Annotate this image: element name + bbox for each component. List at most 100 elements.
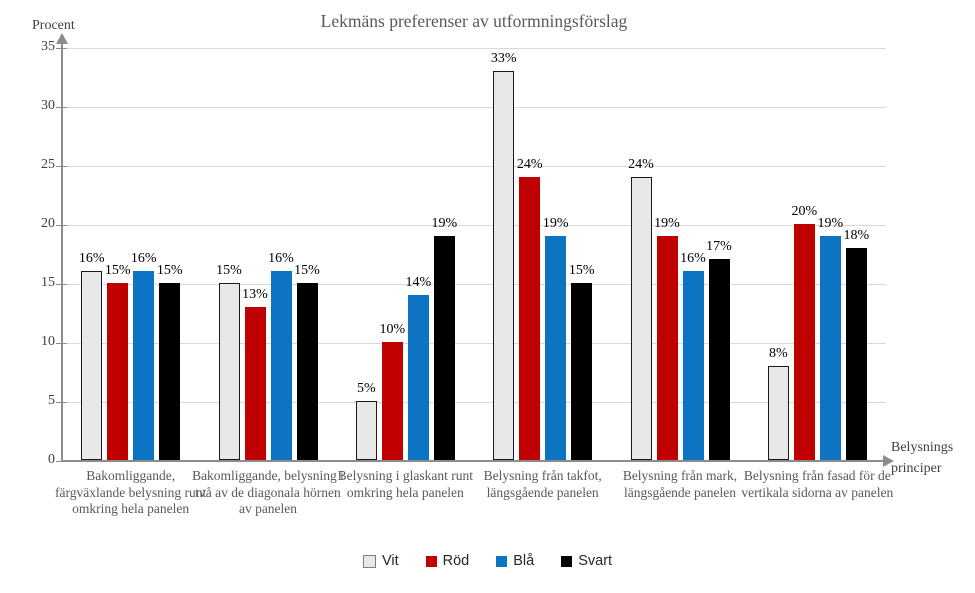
- bar-value-label-vit-6: 8%: [768, 345, 788, 361]
- bar-value-label-röd-5: 19%: [654, 215, 680, 231]
- legend-label-svart: Svart: [578, 553, 613, 569]
- bar-vit-6: [767, 365, 789, 460]
- bar-svart-4: [571, 283, 593, 460]
- bar-value-label-vit-5: 24%: [628, 156, 654, 172]
- bar-value-label-svart-5: 17%: [706, 239, 732, 255]
- gridline-5: [62, 401, 886, 403]
- y-tick-label-5: 5: [48, 393, 55, 408]
- y-axis-line: [61, 40, 63, 461]
- y-tick-mark-0: [56, 460, 67, 462]
- bar-blå-6: [819, 235, 841, 460]
- legend-item-svart: Svart: [561, 553, 612, 569]
- category-label-2: Bakomliggande, belysning i två av de dia…: [192, 468, 344, 516]
- y-axis-arrow-icon: [56, 33, 68, 44]
- bar-value-label-blå-6: 19%: [817, 215, 844, 231]
- chart-title: Lekmäns preferenser av utformningsförsla…: [320, 11, 628, 31]
- legend-item-vit: Vit: [362, 553, 399, 569]
- x-axis-title: Belysnings principer: [891, 437, 953, 479]
- bar-vit-5: [630, 176, 652, 460]
- bar-blå-4: [545, 235, 567, 460]
- y-tick-label-10: 10: [41, 334, 55, 349]
- y-tick-mark-30: [56, 106, 67, 108]
- bar-value-label-svart-2: 15%: [294, 263, 320, 278]
- bar-value-label-röd-1: 15%: [104, 263, 131, 278]
- bar-value-label-vit-1: 16%: [78, 251, 105, 267]
- legend-label-röd: Röd: [442, 553, 470, 569]
- y-tick-label-30: 30: [41, 98, 55, 113]
- x-axis-line: [61, 460, 885, 462]
- bar-value-label-vit-4: 33%: [490, 50, 517, 66]
- gridline-35: [62, 47, 886, 49]
- bar-value-label-blå-3: 14%: [405, 274, 432, 290]
- bar-vit-1: [81, 271, 103, 460]
- legend-item-röd: Röd: [425, 553, 470, 569]
- bar-vit-2: [218, 283, 240, 460]
- bar-svart-2: [296, 283, 318, 460]
- bar-value-label-vit-3: 5%: [356, 381, 376, 396]
- y-axis-title: Procent: [32, 18, 75, 33]
- bar-value-label-röd-4: 24%: [516, 156, 543, 172]
- bar-blå-2: [270, 271, 292, 460]
- bar-röd-5: [656, 235, 678, 460]
- bar-blå-3: [407, 294, 429, 460]
- bar-svart-5: [708, 259, 730, 460]
- bar-value-label-svart-1: 15%: [156, 263, 183, 278]
- bar-röd-2: [244, 306, 266, 460]
- gridline-10: [62, 342, 886, 344]
- category-label-3: Belysning i glaskant runt omkring hela p…: [337, 468, 474, 500]
- bar-vit-4: [493, 70, 515, 460]
- y-tick-mark-20: [56, 224, 67, 226]
- legend-swatch-blå-icon: [496, 555, 508, 567]
- bar-röd-1: [107, 283, 129, 460]
- y-tick-mark-35: [56, 47, 67, 49]
- bar-value-label-blå-4: 19%: [542, 215, 569, 231]
- bar-value-label-vit-2: 15%: [216, 263, 242, 278]
- legend-swatch-svart-icon: [561, 555, 573, 567]
- bar-röd-3: [381, 342, 403, 460]
- bar-blå-5: [682, 271, 704, 460]
- y-tick-label-15: 15: [41, 275, 55, 290]
- y-tick-mark-25: [56, 165, 67, 167]
- y-tick-label-25: 25: [41, 157, 55, 172]
- category-label-1: Bakomliggande, färgväxlande belysning ru…: [55, 468, 207, 516]
- bar-svart-1: [159, 283, 181, 460]
- category-label-4: Belysning från takfot, längsgående panel…: [483, 468, 602, 500]
- bar-svart-6: [845, 247, 867, 460]
- bar-value-label-röd-6: 20%: [791, 204, 818, 219]
- legend-swatch-vit-icon: [362, 554, 376, 568]
- legend-label-vit: Vit: [381, 553, 399, 569]
- bar-value-label-svart-6: 18%: [843, 227, 870, 243]
- y-tick-mark-5: [56, 401, 67, 403]
- x-axis-arrow-icon: [883, 455, 894, 467]
- legend-item-blå: Blå: [496, 553, 534, 569]
- bar-value-label-blå-2: 16%: [268, 251, 294, 267]
- legend-swatch-röd-icon: [425, 555, 437, 567]
- y-tick-mark-10: [56, 342, 67, 344]
- gridline-15: [62, 283, 886, 285]
- y-tick-label-35: 35: [41, 39, 55, 54]
- bar-blå-1: [133, 271, 155, 460]
- bar-value-label-blå-1: 16%: [130, 251, 157, 267]
- y-tick-label-0: 0: [48, 452, 55, 467]
- bar-vit-3: [355, 401, 377, 460]
- bar-value-label-svart-4: 15%: [568, 263, 595, 278]
- bar-röd-6: [793, 224, 815, 460]
- category-label-5: Belysning från mark, längsgående panelen: [622, 468, 738, 500]
- gridline-30: [62, 106, 886, 108]
- y-tick-label-20: 20: [41, 216, 55, 231]
- x-axis-title-line2: principer: [891, 461, 942, 476]
- legend-label-blå: Blå: [513, 553, 535, 569]
- bar-value-label-röd-3: 10%: [379, 322, 406, 337]
- bar-svart-3: [433, 235, 455, 460]
- bar-value-label-svart-3: 19%: [431, 215, 458, 231]
- gridline-25: [62, 165, 886, 167]
- bar-value-label-blå-5: 16%: [680, 251, 706, 267]
- bar-value-label-röd-2: 13%: [242, 286, 268, 302]
- gridline-20: [62, 224, 886, 226]
- bar-röd-4: [519, 176, 541, 460]
- category-label-6: Belysning från fasad för de vertikala si…: [741, 468, 894, 500]
- y-tick-mark-15: [56, 283, 67, 285]
- x-axis-title-line1: Belysnings: [891, 440, 954, 455]
- legend: Vit Röd Blå Svart: [0, 553, 975, 569]
